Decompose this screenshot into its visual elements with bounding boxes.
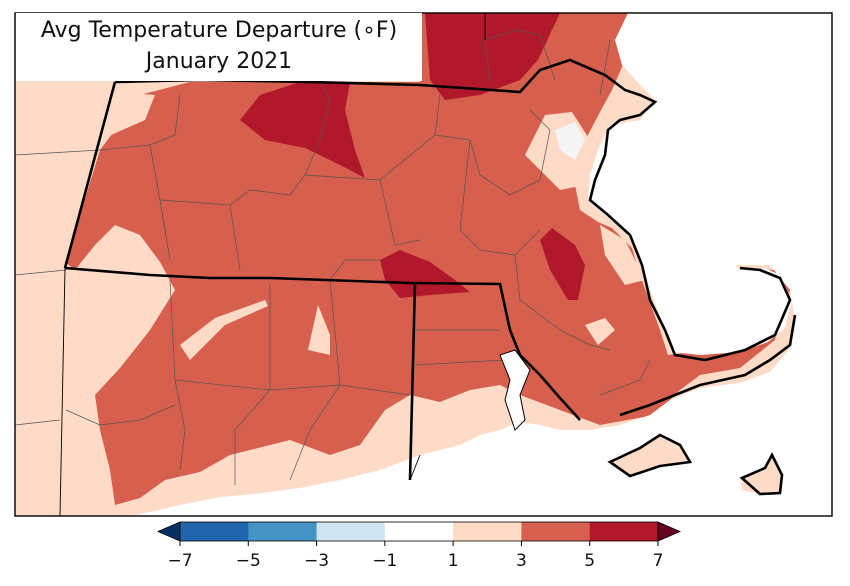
dark-zone-central bbox=[380, 250, 470, 298]
map-subtitle: January 2021 bbox=[145, 49, 293, 74]
colorbar bbox=[156, 521, 682, 546]
departure-zone-3-to-5 bbox=[65, 13, 790, 505]
colorbar-tick-label: −1 bbox=[372, 551, 398, 571]
colorbar-tick-label: 1 bbox=[447, 551, 459, 571]
colorbar-extend-min bbox=[156, 521, 181, 542]
departure-zone-5-to-7 bbox=[425, 13, 560, 100]
colorbar-bin bbox=[316, 522, 386, 541]
dark-zone-north-central bbox=[240, 82, 365, 178]
title-box: Avg Temperature Departure (∘F) January 2… bbox=[16, 13, 422, 81]
map-title: Avg Temperature Departure (∘F) bbox=[40, 18, 398, 43]
light-patch-ct-1 bbox=[180, 300, 268, 360]
narragansett-bay bbox=[499, 349, 531, 431]
dark-zone-east bbox=[540, 228, 585, 300]
light-patch-west bbox=[100, 92, 155, 140]
colorbar-tick-label: 7 bbox=[652, 551, 664, 571]
colorbar-bin bbox=[180, 522, 249, 541]
colorbar-bin bbox=[589, 522, 659, 541]
colorbar-tick-label: −3 bbox=[304, 551, 330, 571]
colorbar-bin bbox=[521, 522, 591, 541]
light-patch-east bbox=[600, 225, 645, 285]
map-area bbox=[15, 13, 832, 516]
colorbar-extend-max bbox=[657, 521, 682, 542]
ocean bbox=[130, 13, 832, 516]
colorbar-bin bbox=[248, 522, 318, 541]
colorbar-tick-label: 3 bbox=[516, 551, 527, 571]
colorbar-tick-label: −7 bbox=[167, 551, 193, 571]
colorbar-bin bbox=[453, 522, 522, 541]
county-lines bbox=[15, 29, 651, 485]
colorbar-tick-label: −5 bbox=[235, 551, 261, 571]
near-normal-patch bbox=[555, 122, 585, 160]
colorbar-tick-label: 5 bbox=[584, 551, 596, 571]
colorbar-outline bbox=[179, 521, 659, 542]
colorbar-bin bbox=[384, 522, 454, 541]
light-patch-se bbox=[585, 318, 615, 345]
state-borders bbox=[63, 58, 797, 496]
map-frame bbox=[14, 12, 833, 517]
marthas-vineyard bbox=[610, 435, 690, 475]
state-borders-thin bbox=[59, 13, 486, 516]
light-patch-ct-2 bbox=[308, 305, 330, 355]
